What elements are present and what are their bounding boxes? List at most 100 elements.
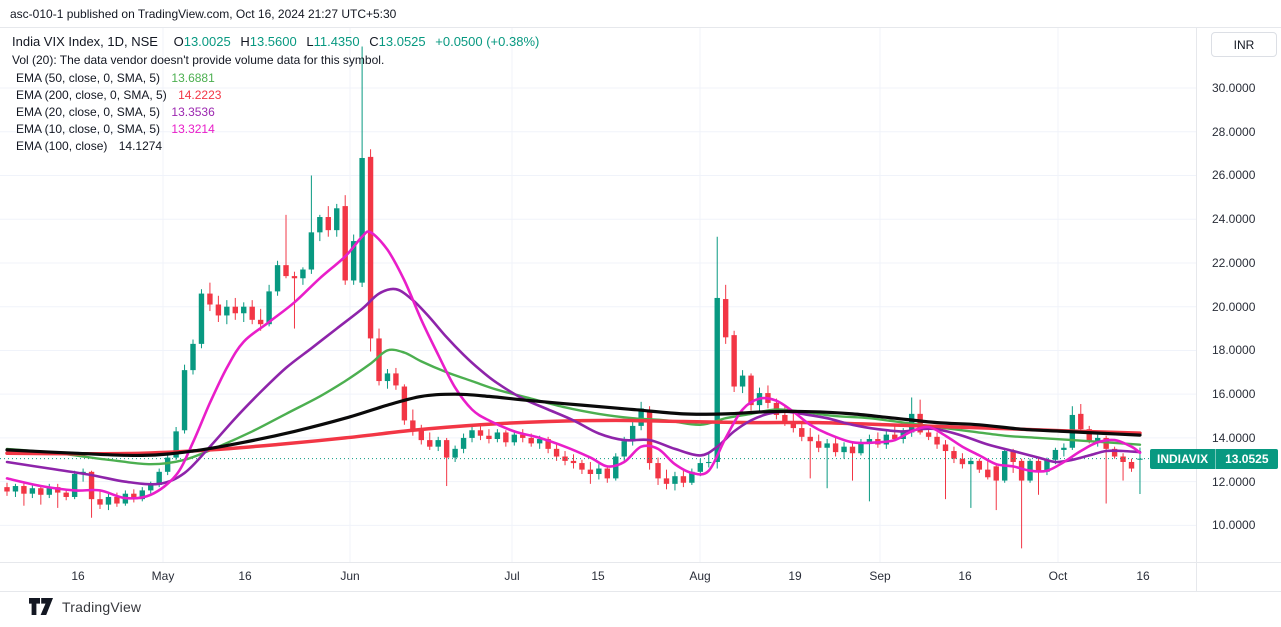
candle-body	[139, 490, 145, 500]
price-tick-label: 30.0000	[1212, 81, 1256, 95]
candle-body	[291, 276, 298, 279]
candle-body	[283, 265, 289, 277]
candle-body	[1078, 413, 1084, 430]
price-tick-label: 12.0000	[1212, 474, 1256, 489]
time-tick-label: 19	[788, 569, 802, 583]
indicator-legend: EMA (50, close, 0, SMA, 5) 13.6881 EMA (…	[16, 70, 221, 155]
candle-body	[968, 460, 974, 465]
candle-body	[148, 484, 154, 491]
candle-body	[367, 156, 374, 339]
candle-body	[4, 487, 10, 492]
price-tick-label: 10.0000	[1212, 518, 1256, 533]
candle-body	[1094, 437, 1101, 442]
indicator-label: EMA (20, close, 0, SMA, 5)	[16, 105, 161, 119]
indicator-value: 14.2223	[178, 88, 222, 102]
candle-body	[232, 306, 238, 314]
indicator-row[interactable]: EMA (10, close, 0, SMA, 5) 13.3214	[16, 121, 221, 138]
candle-body	[663, 478, 670, 484]
candle-body	[46, 487, 52, 495]
price-tick-label: 22.0000	[1212, 255, 1256, 270]
candle-body	[173, 431, 179, 458]
indicator-value: 13.3214	[171, 122, 215, 136]
candle-body	[215, 304, 222, 316]
candle-body	[790, 421, 797, 429]
chart-bottom-separator	[0, 562, 1281, 563]
candle-body	[562, 456, 568, 461]
candle-body	[401, 386, 408, 421]
candle-body	[815, 441, 822, 448]
footer-separator	[0, 591, 1281, 592]
indicator-row[interactable]: EMA (20, close, 0, SMA, 5) 13.3536	[16, 104, 221, 121]
indicator-row[interactable]: EMA (50, close, 0, SMA, 5) 13.6881	[16, 70, 221, 87]
candle-body	[993, 466, 999, 481]
candle-body	[520, 434, 526, 438]
candle-body	[1010, 451, 1016, 462]
volume-indicator-row[interactable]: Vol (20): The data vendor doesn't provid…	[12, 53, 384, 67]
candle-body	[849, 446, 856, 454]
candle-body	[579, 463, 585, 470]
indicator-value: 13.3536	[171, 105, 215, 119]
candle-body	[832, 443, 839, 453]
tradingview-attribution[interactable]: TradingView	[28, 597, 141, 616]
candle-body	[866, 439, 873, 444]
candle-body	[190, 343, 196, 371]
candle-body	[629, 425, 636, 442]
candle-body	[207, 293, 213, 305]
currency-toggle[interactable]: INR	[1211, 32, 1277, 57]
badge-symbol: INDIAVIX	[1157, 451, 1209, 466]
indicator-label: EMA (50, close, 0, SMA, 5)	[16, 71, 161, 85]
high-value: 13.5600	[249, 34, 297, 49]
candle-body	[976, 460, 983, 470]
tradingview-logo-text: TradingView	[62, 598, 142, 615]
candle-body	[858, 443, 864, 454]
indicator-value: 14.1274	[118, 139, 163, 153]
open-value: 13.0025	[183, 34, 231, 49]
candle-body	[545, 439, 551, 449]
candle-body	[131, 493, 137, 500]
candle-body	[1052, 449, 1059, 460]
time-tick-label: 16	[238, 569, 252, 583]
candle-body	[443, 440, 450, 458]
candle-body	[410, 420, 416, 431]
candle-body	[300, 269, 306, 279]
price-axis[interactable]: 30.0000 28.0000 26.0000 24.0000 22.0000 20.00…	[1197, 28, 1281, 562]
ema100-line	[5, 392, 1142, 458]
candle-body	[308, 232, 315, 270]
time-tick-label: 15	[591, 569, 605, 583]
open-label: O	[173, 34, 184, 49]
candle-body	[418, 430, 424, 441]
candle-body	[105, 496, 112, 505]
candle-body	[224, 306, 230, 316]
indicator-value: 13.6881	[171, 71, 215, 85]
candle-body	[359, 157, 365, 283]
candle-body	[29, 488, 36, 494]
candle-body	[680, 476, 687, 483]
price-tick-label: 20.0000	[1212, 299, 1256, 314]
indicator-row[interactable]: EMA (200, close, 0, SMA, 5) 14.2223	[16, 87, 221, 104]
candle-body	[528, 437, 534, 444]
symbol-title: India VIX Index, 1D, NSE	[12, 34, 158, 49]
candle-body	[942, 444, 949, 452]
candle-body	[731, 335, 737, 387]
candle-body	[646, 410, 653, 464]
candle-body	[1061, 447, 1067, 450]
time-axis[interactable]: 16 May 16 Jun Jul 15 Aug 19 Sep 16 Oct 16	[0, 563, 1281, 591]
candle-body	[672, 476, 678, 484]
indicator-row[interactable]: EMA (100, close) 14.1274	[16, 138, 221, 155]
candle-body	[934, 436, 940, 445]
candle-body	[536, 439, 543, 444]
price-tick-label: 16.0000	[1212, 387, 1256, 402]
symbol-header[interactable]: India VIX Index, 1D, NSE O13.0025 H13.56…	[12, 34, 539, 49]
candle-body	[376, 338, 382, 382]
candle-body	[325, 217, 331, 231]
price-tick-label: 26.0000	[1212, 168, 1256, 183]
candle-body	[925, 432, 932, 437]
candle-body	[638, 408, 644, 426]
candle-body	[393, 373, 399, 386]
candle-body	[511, 434, 517, 443]
candle-body	[97, 499, 103, 505]
candle-body	[1128, 461, 1135, 469]
candle-body	[198, 293, 205, 344]
